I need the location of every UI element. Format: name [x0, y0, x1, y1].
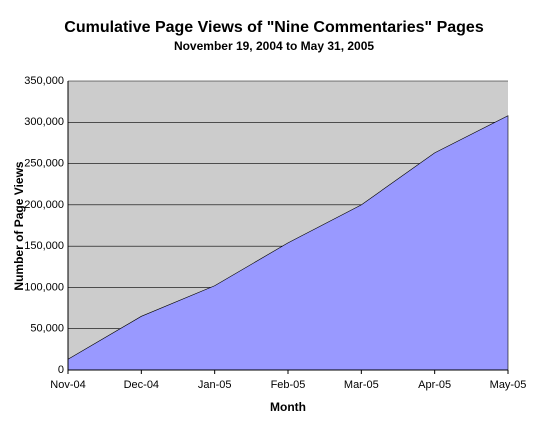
chart-title: Cumulative Page Views of "Nine Commentar… — [64, 19, 484, 36]
y-tick-label: 200,000 — [24, 199, 64, 211]
y-tick-label: 300,000 — [24, 116, 64, 128]
x-tick-label: Apr-05 — [418, 379, 451, 391]
y-tick-label: 50,000 — [30, 323, 64, 335]
y-axis-title: Number of Page Views — [12, 161, 26, 290]
x-tick-label: Feb-05 — [271, 379, 306, 391]
chart-subtitle: November 19, 2004 to May 31, 2005 — [174, 39, 374, 53]
x-tick-label: May-05 — [490, 379, 527, 391]
x-tick-label: Nov-04 — [50, 379, 85, 391]
x-tick-label: Jan-05 — [198, 379, 232, 391]
x-axis-title: Month — [270, 400, 306, 414]
y-tick-label: 350,000 — [24, 75, 64, 87]
y-tick-label: 100,000 — [24, 281, 64, 293]
x-tick-label: Dec-04 — [124, 379, 159, 391]
x-tick-label: Mar-05 — [344, 379, 379, 391]
y-tick-label: 150,000 — [24, 240, 64, 252]
y-tick-label: 0 — [58, 364, 64, 376]
y-tick-label: 250,000 — [24, 157, 64, 169]
